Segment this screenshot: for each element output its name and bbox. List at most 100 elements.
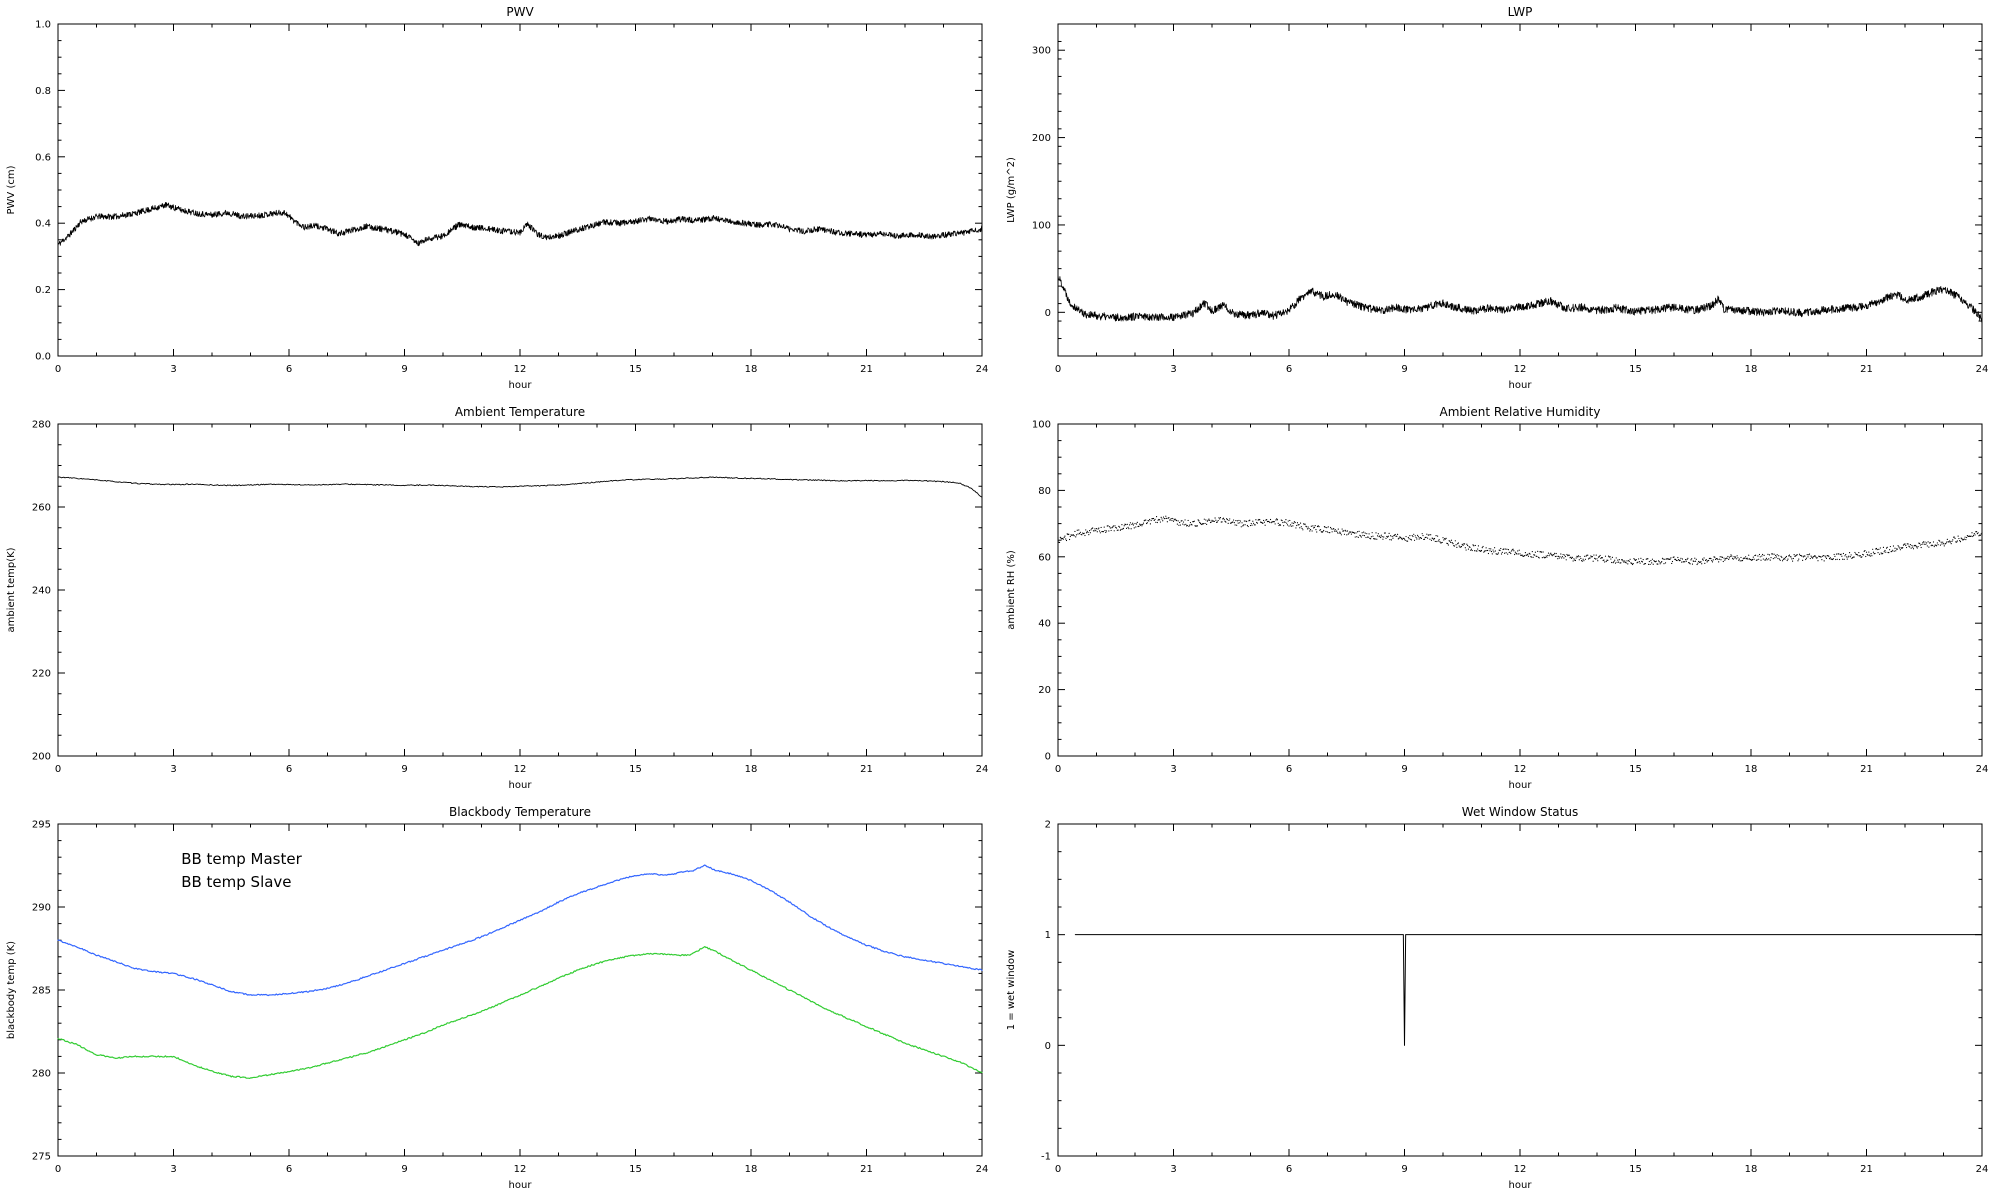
svg-text:21: 21 xyxy=(860,764,873,775)
svg-text:24: 24 xyxy=(1976,1164,1989,1175)
svg-text:0: 0 xyxy=(1055,364,1061,375)
svg-text:hour: hour xyxy=(509,1180,533,1191)
svg-text:6: 6 xyxy=(286,1164,292,1175)
svg-text:18: 18 xyxy=(1745,364,1758,375)
svg-text:hour: hour xyxy=(509,780,533,791)
svg-text:0: 0 xyxy=(1045,752,1051,763)
svg-text:0: 0 xyxy=(55,1164,61,1175)
svg-text:9: 9 xyxy=(1401,764,1407,775)
svg-text:275: 275 xyxy=(32,1152,51,1163)
svg-text:1: 1 xyxy=(1045,930,1051,941)
svg-text:24: 24 xyxy=(1976,364,1989,375)
svg-text:0.6: 0.6 xyxy=(35,152,51,163)
svg-text:21: 21 xyxy=(860,1164,873,1175)
panel-ambient-temperature: 0 3 6 9 12 15 18 21 24 200 220 240 260 280 Ambient Tem… xyxy=(0,400,1000,800)
svg-text:12: 12 xyxy=(1514,1164,1527,1175)
svg-text:6: 6 xyxy=(1286,364,1292,375)
svg-text:24: 24 xyxy=(1976,764,1989,775)
svg-text:0.8: 0.8 xyxy=(35,86,51,97)
chart-blackbody-temperature: 0 3 6 9 12 15 18 21 24 275 280 285 290 295 Blackbody T… xyxy=(6,805,989,1191)
svg-text:3: 3 xyxy=(170,1164,176,1175)
svg-text:1.0: 1.0 xyxy=(35,20,51,31)
svg-text:12: 12 xyxy=(514,764,527,775)
svg-text:ambient temp(K): ambient temp(K) xyxy=(6,547,17,632)
svg-text:PWV: PWV xyxy=(506,5,534,19)
svg-text:0: 0 xyxy=(1045,1041,1051,1052)
svg-text:12: 12 xyxy=(514,1164,527,1175)
svg-text:3: 3 xyxy=(170,364,176,375)
svg-text:220: 220 xyxy=(32,669,51,680)
svg-text:0: 0 xyxy=(1055,764,1061,775)
svg-text:24: 24 xyxy=(976,764,989,775)
svg-text:12: 12 xyxy=(1514,764,1527,775)
panel-pwv: 0 3 6 9 12 15 18 21 24 0.0 0.2 0.4 0.6 0.8 1.0 PWV hour P… xyxy=(0,0,1000,400)
svg-text:200: 200 xyxy=(32,752,51,763)
svg-text:Blackbody Temperature: Blackbody Temperature xyxy=(449,805,591,819)
svg-text:6: 6 xyxy=(1286,1164,1292,1175)
svg-text:24: 24 xyxy=(976,1164,989,1175)
svg-text:6: 6 xyxy=(286,364,292,375)
svg-text:0.2: 0.2 xyxy=(35,285,51,296)
svg-text:240: 240 xyxy=(32,586,51,597)
svg-text:100: 100 xyxy=(1032,420,1051,431)
svg-text:9: 9 xyxy=(401,1164,407,1175)
svg-text:PWV (cm): PWV (cm) xyxy=(6,165,17,214)
svg-text:hour: hour xyxy=(1509,780,1533,791)
svg-text:0: 0 xyxy=(1045,308,1051,319)
panel-wet-window-status: 0 3 6 9 12 15 18 21 24 -1 0 1 2 Wet Window Status hour… xyxy=(1000,800,2000,1200)
svg-text:-1: -1 xyxy=(1041,1152,1051,1163)
svg-text:9: 9 xyxy=(1401,1164,1407,1175)
svg-text:21: 21 xyxy=(860,364,873,375)
svg-text:ambient RH (%): ambient RH (%) xyxy=(1006,550,1017,630)
svg-text:12: 12 xyxy=(1514,364,1527,375)
chart-pwv: 0 3 6 9 12 15 18 21 24 0.0 0.2 0.4 0.6 0.8 1.0 PWV hour P… xyxy=(6,5,989,391)
svg-text:3: 3 xyxy=(170,764,176,775)
svg-text:21: 21 xyxy=(1860,1164,1873,1175)
svg-text:280: 280 xyxy=(32,1069,51,1080)
panel-ambient-relative-humidity: 0 3 6 9 12 15 18 21 24 0 20 40 60 80 100 Ambient Relati… xyxy=(1000,400,2000,800)
svg-text:3: 3 xyxy=(1170,1164,1176,1175)
svg-text:12: 12 xyxy=(514,364,527,375)
svg-text:18: 18 xyxy=(1745,764,1758,775)
panel-blackbody-temperature: 0 3 6 9 12 15 18 21 24 275 280 285 290 295 Blackbody T… xyxy=(0,800,1000,1200)
svg-text:285: 285 xyxy=(32,986,51,997)
svg-text:Wet Window Status: Wet Window Status xyxy=(1462,805,1578,819)
svg-text:290: 290 xyxy=(32,903,51,914)
svg-text:15: 15 xyxy=(629,1164,642,1175)
svg-text:9: 9 xyxy=(1401,364,1407,375)
svg-text:Ambient Temperature: Ambient Temperature xyxy=(455,405,585,419)
svg-text:300: 300 xyxy=(1032,46,1051,57)
svg-text:18: 18 xyxy=(745,1164,758,1175)
svg-text:21: 21 xyxy=(1860,764,1873,775)
svg-text:295: 295 xyxy=(32,820,51,831)
svg-text:0: 0 xyxy=(55,364,61,375)
svg-text:40: 40 xyxy=(1038,619,1051,630)
chart-ambient-temperature: 0 3 6 9 12 15 18 21 24 200 220 240 260 280 Ambient Tem… xyxy=(6,405,989,791)
svg-text:18: 18 xyxy=(745,364,758,375)
svg-text:hour: hour xyxy=(1509,1180,1533,1191)
panel-lwp: 0 3 6 9 12 15 18 21 24 0 100 200 300 LWP hour LWP (g/m^… xyxy=(1000,0,2000,400)
svg-text:blackbody temp (K): blackbody temp (K) xyxy=(6,941,17,1039)
svg-text:6: 6 xyxy=(1286,764,1292,775)
svg-text:15: 15 xyxy=(1629,1164,1642,1175)
svg-text:18: 18 xyxy=(1745,1164,1758,1175)
svg-text:21: 21 xyxy=(1860,364,1873,375)
svg-text:1 = wet window: 1 = wet window xyxy=(1006,950,1017,1030)
svg-text:BB temp Master: BB temp Master xyxy=(181,850,302,868)
svg-text:2: 2 xyxy=(1045,820,1051,831)
svg-text:3: 3 xyxy=(1170,364,1176,375)
svg-text:hour: hour xyxy=(1509,380,1533,391)
svg-text:0.0: 0.0 xyxy=(35,352,51,363)
svg-text:BB temp Slave: BB temp Slave xyxy=(181,873,291,891)
svg-text:15: 15 xyxy=(629,364,642,375)
chart-ambient-relative-humidity: 0 3 6 9 12 15 18 21 24 0 20 40 60 80 100 Ambient Relati… xyxy=(1006,405,1989,791)
svg-text:LWP (g/m^2): LWP (g/m^2) xyxy=(1006,157,1017,223)
svg-text:LWP: LWP xyxy=(1508,5,1533,19)
svg-text:0.4: 0.4 xyxy=(35,219,51,230)
svg-text:24: 24 xyxy=(976,364,989,375)
svg-text:0: 0 xyxy=(55,764,61,775)
svg-text:hour: hour xyxy=(509,380,533,391)
svg-text:9: 9 xyxy=(401,364,407,375)
